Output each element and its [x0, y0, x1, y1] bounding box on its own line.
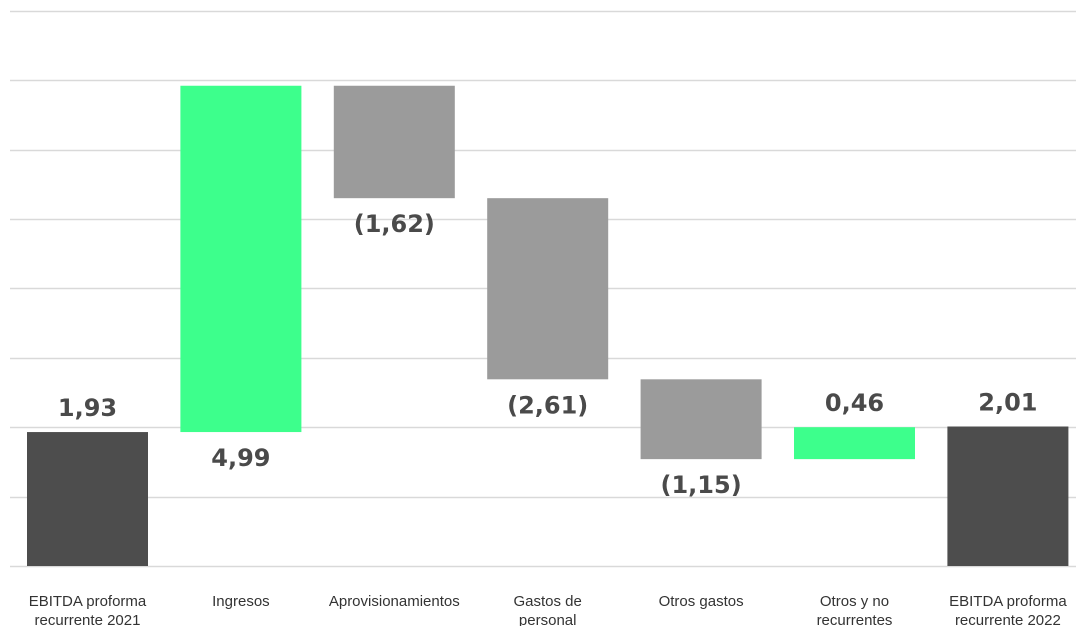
- data-label-3: (1,62): [354, 210, 435, 238]
- bar-6: [794, 427, 915, 460]
- bar-5: [640, 379, 762, 460]
- data-label-1: 1,93: [58, 394, 117, 422]
- category-label-6: Otros y no: [820, 593, 889, 610]
- data-label-6: 0,46: [825, 389, 884, 417]
- category-label-layer: EBITDA proforma recurrente 2021 Ingresos Ap…: [29, 593, 1068, 626]
- category-label-1: EBITDA proforma: [29, 593, 147, 610]
- category-label-4: Gastos de: [514, 593, 582, 610]
- bar-7: [947, 426, 1069, 566]
- data-label-4: (2,61): [507, 391, 588, 419]
- category-label-5: Otros gastos: [659, 593, 744, 610]
- category-label-7: recurrente 2022: [955, 612, 1061, 626]
- data-label-2: 4,99: [211, 444, 270, 472]
- category-label-3: Aprovisionamientos: [329, 593, 460, 610]
- category-label-1: recurrente 2021: [35, 612, 141, 626]
- bar-3: [333, 85, 455, 199]
- data-label-7: 2,01: [978, 389, 1037, 417]
- bar-1: [27, 432, 148, 566]
- category-label-7: EBITDA proforma: [949, 593, 1067, 610]
- bar-4: [487, 198, 609, 380]
- bar-layer: [27, 85, 1069, 566]
- category-label-4: personal: [519, 612, 577, 626]
- category-label-2: Ingresos: [212, 593, 270, 610]
- category-label-6: recurrentes: [817, 612, 893, 626]
- data-label-layer: 1,93 4,99 (1,62) (2,61) (1,15) 0,46 2,01: [58, 210, 1038, 499]
- bar-2: [180, 85, 302, 433]
- data-label-5: (1,15): [661, 471, 742, 499]
